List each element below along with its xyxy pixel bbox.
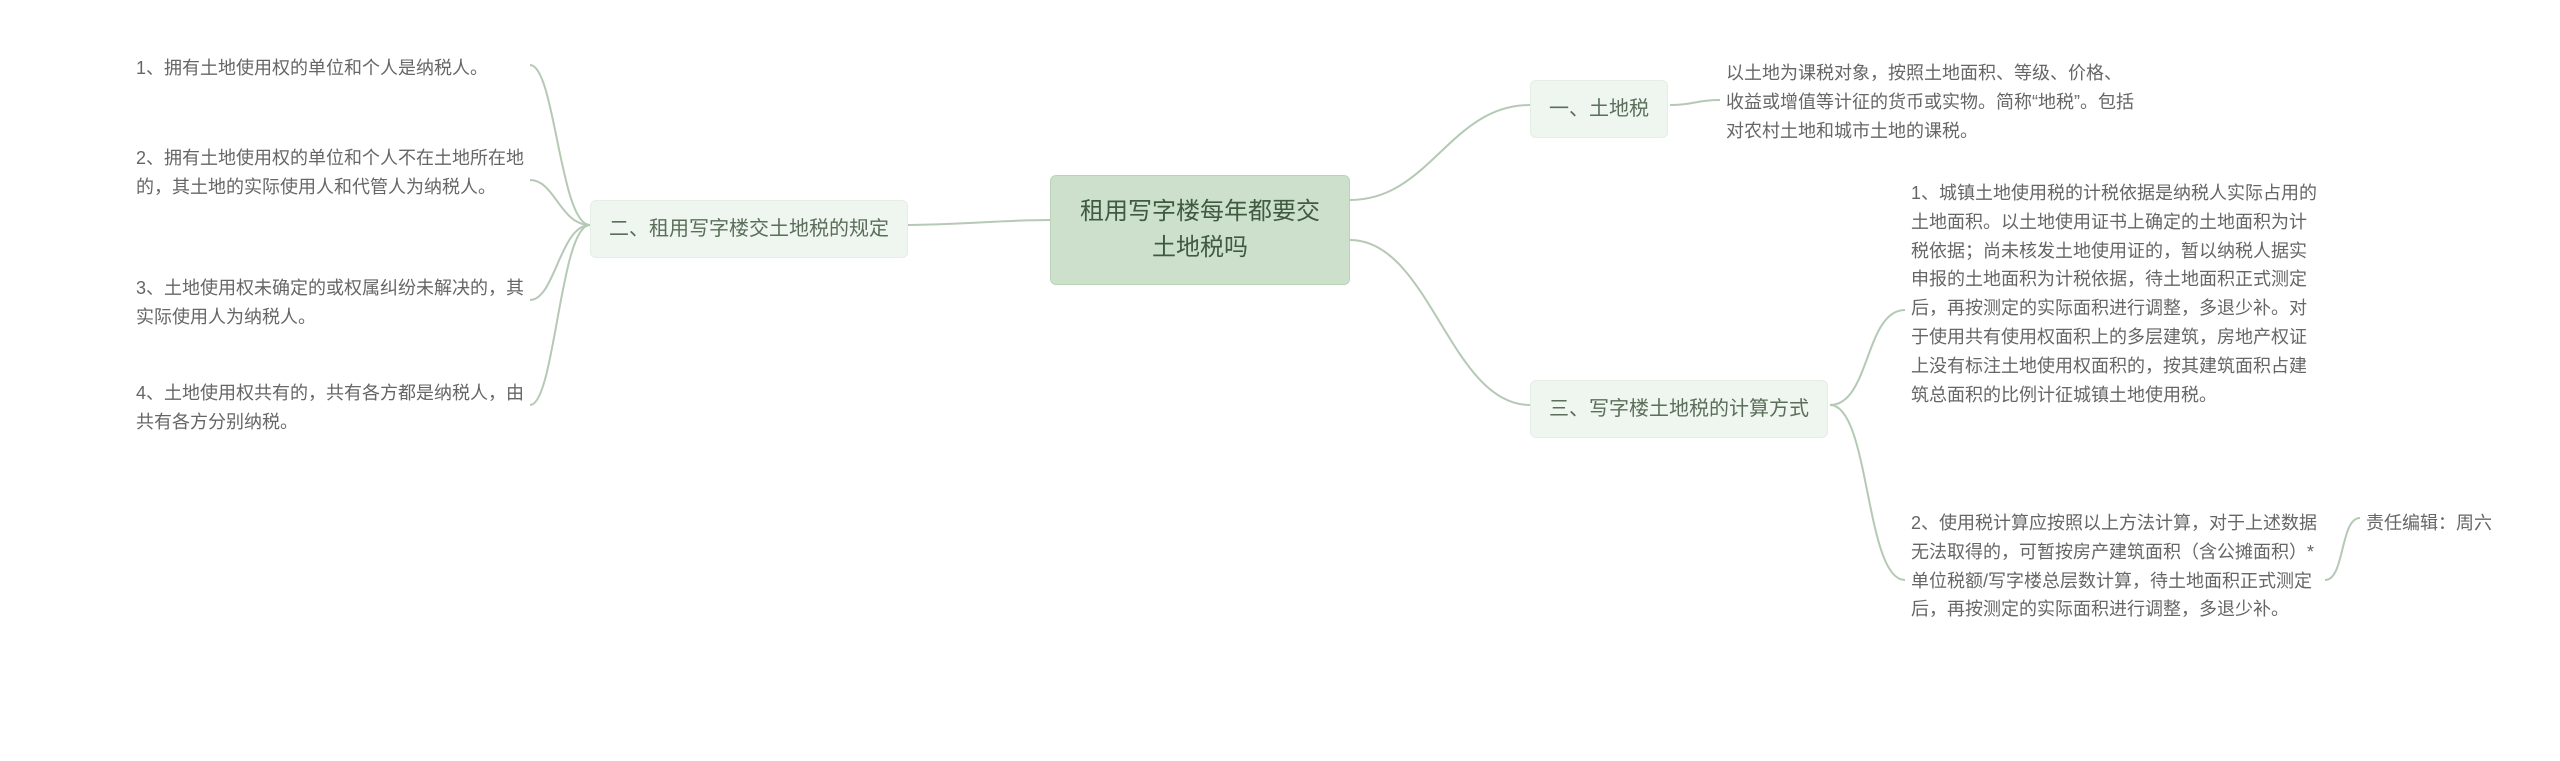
editor-text: 责任编辑：周六 [2366, 513, 2492, 533]
leaf-text: 2、拥有土地使用权的单位和个人不在土地所在地的，其土地的实际使用人和代管人为纳税… [136, 148, 524, 197]
leaf-right-2-2: 2、使用税计算应按照以上方法计算，对于上述数据无法取得的，可暂按房产建筑面积（含… [1905, 505, 2325, 628]
leaf-left-3: 3、土地使用权未确定的或权属纠纷未解决的，其实际使用人为纳税人。 [130, 270, 530, 336]
leaf-text: 1、拥有土地使用权的单位和个人是纳税人。 [136, 58, 488, 78]
root-text: 租用写字楼每年都要交土地税吗 [1080, 198, 1320, 261]
leaf-text: 3、土地使用权未确定的或权属纠纷未解决的，其实际使用人为纳税人。 [136, 278, 524, 327]
branch-left: 二、租用写字楼交土地税的规定 [590, 200, 908, 258]
leaf-left-4: 4、土地使用权共有的，共有各方都是纳税人，由共有各方分别纳税。 [130, 375, 530, 441]
leaf-text: 2、使用税计算应按照以上方法计算，对于上述数据无法取得的，可暂按房产建筑面积（含… [1911, 513, 2317, 619]
leaf-left-2: 2、拥有土地使用权的单位和个人不在土地所在地的，其土地的实际使用人和代管人为纳税… [130, 140, 530, 206]
editor-note: 责任编辑：周六 [2360, 505, 2530, 542]
leaf-text: 1、城镇土地使用税的计税依据是纳税人实际占用的土地面积。以土地使用证书上确定的土… [1911, 183, 2317, 405]
branch-right-1: 一、土地税 [1530, 80, 1668, 138]
leaf-right-2-1: 1、城镇土地使用税的计税依据是纳税人实际占用的土地面积。以土地使用证书上确定的土… [1905, 175, 2325, 413]
leaf-text: 4、土地使用权共有的，共有各方都是纳税人，由共有各方分别纳税。 [136, 383, 524, 432]
branch-right-1-text: 一、土地税 [1549, 98, 1649, 120]
branch-right-2: 三、写字楼土地税的计算方式 [1530, 380, 1828, 438]
branch-right-2-text: 三、写字楼土地税的计算方式 [1549, 398, 1809, 420]
root-node: 租用写字楼每年都要交土地税吗 [1050, 175, 1350, 285]
leaf-left-1: 1、拥有土地使用权的单位和个人是纳税人。 [130, 50, 530, 87]
leaf-right-1-1: 以土地为课税对象，按照土地面积、等级、价格、收益或增值等计征的货币或实物。简称“… [1720, 55, 2140, 149]
branch-left-text: 二、租用写字楼交土地税的规定 [609, 218, 889, 240]
leaf-text: 以土地为课税对象，按照土地面积、等级、价格、收益或增值等计征的货币或实物。简称“… [1726, 63, 2134, 141]
